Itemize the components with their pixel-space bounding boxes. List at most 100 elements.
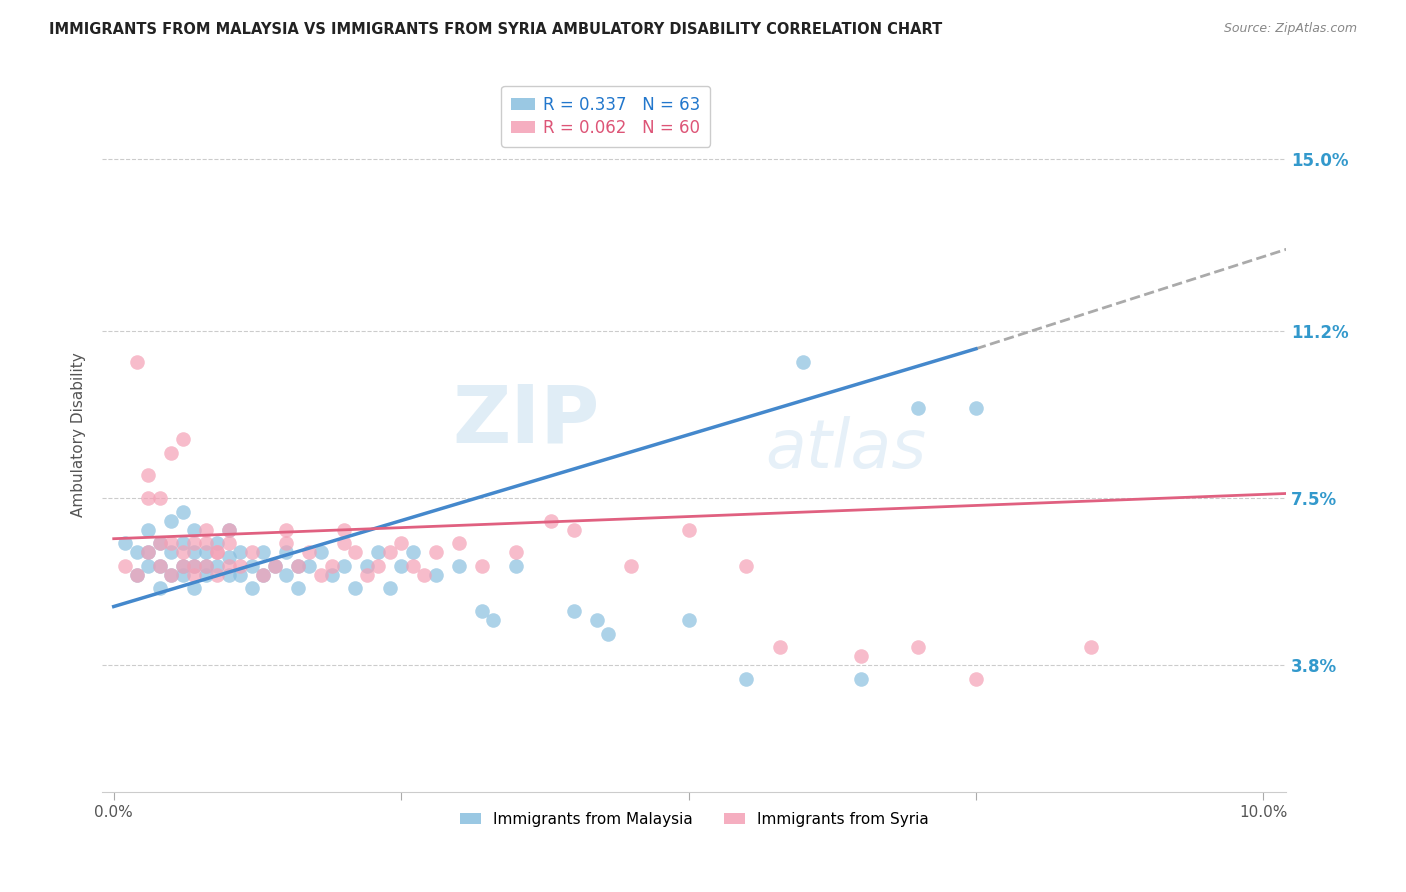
Point [160,567,183,582]
Point [218,549,240,564]
Text: IMMIGRANTS FROM MALAYSIA VS IMMIGRANTS FROM SYRIA AMBULATORY DISABILITY CORRELAT: IMMIGRANTS FROM MALAYSIA VS IMMIGRANTS F… [49,22,942,37]
Point [401,545,423,559]
Point [263,558,285,573]
Point [735,672,758,686]
Point [194,523,217,537]
Point [425,567,447,582]
Point [205,536,228,550]
Point [907,401,929,415]
Point [194,545,217,559]
Point [540,514,562,528]
Point [252,545,274,559]
Point [276,536,298,550]
Point [413,567,436,582]
Point [769,640,792,655]
Point [332,558,354,573]
Point [482,613,505,627]
Point [183,545,205,559]
Point [298,545,321,559]
Point [596,626,619,640]
Point [149,536,172,550]
Point [229,567,252,582]
Point [194,536,217,550]
Point [276,523,298,537]
Point [205,558,228,573]
Point [136,545,159,559]
Point [205,545,228,559]
Point [735,558,758,573]
Point [160,536,183,550]
Point [849,649,872,664]
Point [321,567,343,582]
Point [471,558,494,573]
Point [194,558,217,573]
Point [218,523,240,537]
Point [149,558,172,573]
Text: ZIP: ZIP [453,382,599,459]
Point [218,523,240,537]
Point [263,558,285,573]
Point [332,536,354,550]
Point [149,558,172,573]
Point [378,545,401,559]
Point [136,491,159,505]
Point [136,468,159,483]
Point [298,558,321,573]
Point [389,558,412,573]
Point [229,545,252,559]
Point [907,640,929,655]
Point [183,523,205,537]
Point [276,567,298,582]
Point [321,558,343,573]
Point [367,558,389,573]
Point [356,558,378,573]
Point [194,567,217,582]
Point [471,604,494,618]
Point [965,672,987,686]
Point [194,558,217,573]
Point [205,567,228,582]
Point [965,401,987,415]
Point [505,545,527,559]
Point [344,545,367,559]
Point [678,523,700,537]
Point [172,558,194,573]
Point [562,523,585,537]
Y-axis label: Ambulatory Disability: Ambulatory Disability [72,352,86,517]
Point [287,558,309,573]
Point [125,355,148,369]
Point [276,545,298,559]
Point [172,536,194,550]
Point [505,558,527,573]
Point [160,545,183,559]
Point [585,613,607,627]
Point [136,523,159,537]
Point [620,558,643,573]
Point [172,545,194,559]
Point [160,514,183,528]
Point [229,558,252,573]
Point [447,536,470,550]
Point [447,558,470,573]
Point [149,536,172,550]
Point [160,567,183,582]
Point [287,558,309,573]
Point [849,672,872,686]
Point [183,536,205,550]
Point [425,545,447,559]
Point [172,567,194,582]
Point [183,558,205,573]
Point [240,545,263,559]
Point [562,604,585,618]
Point [309,567,332,582]
Point [205,545,228,559]
Point [218,567,240,582]
Point [401,558,423,573]
Point [332,523,354,537]
Point [125,567,148,582]
Point [309,545,332,559]
Point [218,536,240,550]
Point [367,545,389,559]
Point [149,582,172,596]
Point [136,558,159,573]
